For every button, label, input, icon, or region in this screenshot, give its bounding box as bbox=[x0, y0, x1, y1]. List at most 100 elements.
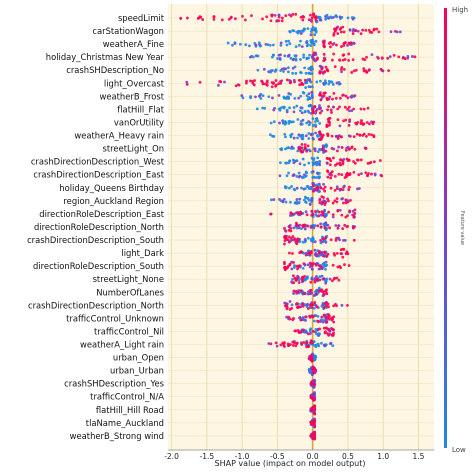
feature-label: flatHill_Hill Road bbox=[96, 405, 164, 415]
x-axis: -2.0 -1.5 -1.0 -0.5 0.0 0.5 1.0 1.5 bbox=[164, 449, 434, 461]
shap-point bbox=[332, 304, 336, 308]
feature-labels: speedLimit carStationWagon weatherA_Fineho… bbox=[27, 13, 165, 441]
shap-point bbox=[296, 118, 300, 121]
shap-point bbox=[330, 58, 334, 62]
shap-point bbox=[288, 214, 292, 217]
shap-point bbox=[289, 92, 293, 96]
shap-point bbox=[322, 306, 326, 309]
shap-point bbox=[311, 132, 315, 136]
shap-point bbox=[277, 19, 281, 23]
shap-point bbox=[281, 105, 285, 109]
shap-point bbox=[398, 30, 402, 34]
shap-point bbox=[309, 80, 313, 84]
shap-point bbox=[337, 278, 341, 282]
shap-point bbox=[295, 211, 299, 214]
shap-point bbox=[366, 161, 370, 165]
shap-point bbox=[313, 33, 317, 37]
shap-point bbox=[314, 252, 318, 255]
shap-point bbox=[324, 281, 328, 285]
shap-point bbox=[286, 342, 290, 346]
shap-point bbox=[277, 15, 281, 19]
shap-point bbox=[312, 423, 316, 427]
shap-point bbox=[318, 183, 322, 187]
shap-point bbox=[288, 251, 291, 255]
shap-point bbox=[341, 255, 345, 259]
shap-point bbox=[347, 59, 351, 62]
shap-point bbox=[233, 41, 237, 45]
shap-point bbox=[279, 44, 283, 47]
shap-point bbox=[318, 249, 321, 253]
shap-point bbox=[332, 320, 336, 324]
shap-point bbox=[299, 39, 302, 43]
shap-point bbox=[301, 133, 305, 137]
shap-point bbox=[319, 98, 323, 102]
shap-point bbox=[283, 54, 287, 58]
shap-point bbox=[292, 317, 295, 320]
shap-point bbox=[311, 329, 315, 333]
shap-point bbox=[325, 263, 329, 267]
shap-point bbox=[342, 67, 346, 71]
shap-point bbox=[285, 305, 289, 309]
shap-point bbox=[313, 408, 317, 411]
shap-point bbox=[273, 14, 277, 17]
shap-point bbox=[307, 71, 311, 75]
shap-point bbox=[308, 261, 312, 265]
shap-point bbox=[299, 289, 303, 292]
shap-point bbox=[248, 44, 251, 48]
feature-label: crashDirectionDescription_South bbox=[27, 235, 164, 245]
shap-point bbox=[269, 342, 273, 346]
shap-point bbox=[335, 43, 338, 47]
shap-point bbox=[340, 45, 343, 48]
shap-point bbox=[285, 315, 289, 319]
colorbar-low-label: Low bbox=[452, 446, 466, 454]
shap-point bbox=[329, 159, 333, 163]
shap-point bbox=[352, 238, 356, 242]
shap-point bbox=[355, 132, 359, 136]
shap-point bbox=[291, 66, 295, 70]
shap-point bbox=[297, 147, 301, 151]
shap-point bbox=[315, 278, 319, 281]
shap-point bbox=[292, 78, 296, 82]
shap-point bbox=[322, 262, 326, 265]
shap-point bbox=[288, 263, 292, 267]
shap-point bbox=[372, 28, 376, 32]
feature-label: light_Overcast bbox=[104, 78, 165, 88]
shap-point bbox=[290, 267, 294, 271]
shap-point bbox=[304, 315, 307, 319]
shap-point bbox=[335, 200, 339, 204]
shap-point bbox=[313, 280, 317, 284]
shap-point bbox=[326, 169, 329, 173]
shap-point bbox=[328, 123, 331, 127]
shap-point bbox=[282, 67, 286, 71]
shap-point bbox=[285, 43, 289, 47]
shap-point bbox=[387, 69, 391, 73]
shap-point bbox=[347, 188, 351, 191]
shap-point bbox=[339, 187, 343, 191]
shap-point bbox=[322, 44, 326, 48]
shap-point bbox=[290, 306, 294, 310]
shap-point bbox=[364, 28, 368, 32]
shap-point bbox=[293, 266, 296, 269]
shap-point bbox=[347, 41, 351, 45]
shap-point bbox=[303, 238, 307, 241]
shap-point bbox=[336, 118, 340, 122]
shap-point bbox=[362, 107, 366, 111]
shap-point bbox=[342, 157, 346, 161]
shap-point bbox=[292, 226, 296, 230]
shap-point bbox=[313, 276, 317, 280]
shap-point bbox=[331, 263, 335, 267]
shap-point bbox=[313, 412, 317, 416]
shap-point bbox=[303, 227, 307, 231]
shap-point bbox=[294, 57, 298, 61]
shap-point bbox=[300, 143, 304, 146]
shap-point bbox=[309, 251, 313, 255]
shap-point bbox=[261, 106, 265, 110]
feature-label: tlaName_Auckland bbox=[86, 418, 164, 428]
shap-point bbox=[290, 280, 294, 284]
shap-point bbox=[304, 200, 307, 204]
shap-point bbox=[318, 275, 322, 279]
shap-point bbox=[288, 223, 292, 227]
shap-point bbox=[305, 213, 309, 217]
shap-point bbox=[322, 187, 325, 191]
shap-point bbox=[233, 17, 237, 21]
